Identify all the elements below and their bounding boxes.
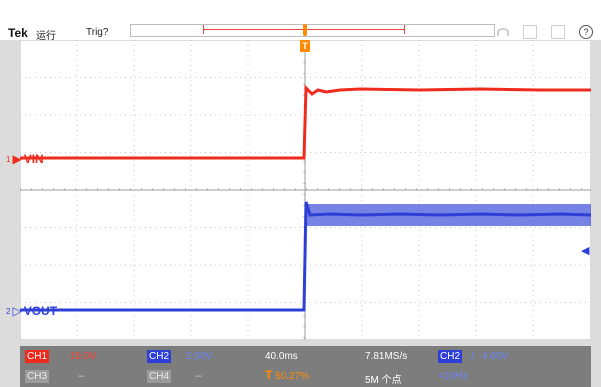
ch2-label[interactable]: CH2	[147, 350, 172, 363]
ch1-label[interactable]: CH1	[25, 350, 50, 363]
status-bottombar: CH1 10.0V CH2 2.00V 40.0ms 7.81MS/s CH2 …	[20, 346, 591, 387]
run-state-label[interactable]: 运行	[36, 31, 56, 42]
ch2-marker-arrow-icon: ▷	[12, 304, 22, 318]
trigger-marker-label: T	[302, 41, 308, 51]
status-topbar: Tek 运行 Trig? ?	[0, 0, 601, 42]
ch1-scale: 10.0V	[70, 351, 97, 362]
ch1-waveform	[20, 84, 591, 160]
timebase[interactable]: 40.0ms	[265, 351, 298, 362]
record-view-bar[interactable]	[130, 24, 495, 37]
ch1-marker-arrow-icon: ▶	[12, 152, 22, 166]
ch1-marker[interactable]: 1 ▶ VIN	[6, 152, 44, 166]
ch1-marker-number: 1	[6, 154, 11, 164]
wifi-icon[interactable]	[497, 28, 509, 36]
ch4-label[interactable]: CH4	[147, 370, 172, 383]
trigger-position-icon: T	[265, 368, 273, 382]
ch3-label[interactable]: CH3	[25, 370, 50, 383]
trigger-position-value: 50.27%	[275, 371, 310, 382]
trigger-source[interactable]: CH2	[438, 350, 463, 363]
record-trigger-point	[303, 24, 307, 36]
trigger-position-marker[interactable]: T	[300, 40, 310, 52]
trigger-state-label: Trig?	[86, 27, 109, 38]
help-icon[interactable]: ?	[579, 25, 593, 39]
ch2-scale: 2.00V	[186, 351, 213, 362]
file-icon[interactable]	[551, 25, 565, 39]
trigger-position[interactable]: T 50.27%	[265, 368, 309, 382]
ch2-marker[interactable]: 2 ▷ VOUT	[6, 304, 57, 318]
trigger-frequency: <10Hz	[438, 371, 468, 382]
waveform-graticule	[20, 40, 591, 340]
trigger-level[interactable]: 4.00V	[482, 351, 509, 362]
waveform-display[interactable]	[20, 40, 591, 340]
ch4-scale: --	[195, 371, 202, 382]
status-icons: ?	[497, 25, 593, 39]
ch2-marker-number: 2	[6, 306, 11, 316]
brand-logo: Tek	[8, 26, 28, 40]
ch3-scale: --	[78, 371, 85, 382]
sample-rate: 7.81MS/s	[365, 351, 408, 362]
record-length: 5M 个点	[365, 375, 402, 386]
ch1-marker-label: VIN	[23, 152, 44, 166]
trigger-level-arrow-icon[interactable]: ◀	[581, 245, 590, 257]
ch2-noise-band	[306, 204, 591, 226]
ch2-marker-label: VOUT	[23, 304, 58, 318]
trigger-slope-icon[interactable]: /	[471, 349, 475, 363]
network-icon[interactable]	[523, 25, 537, 39]
